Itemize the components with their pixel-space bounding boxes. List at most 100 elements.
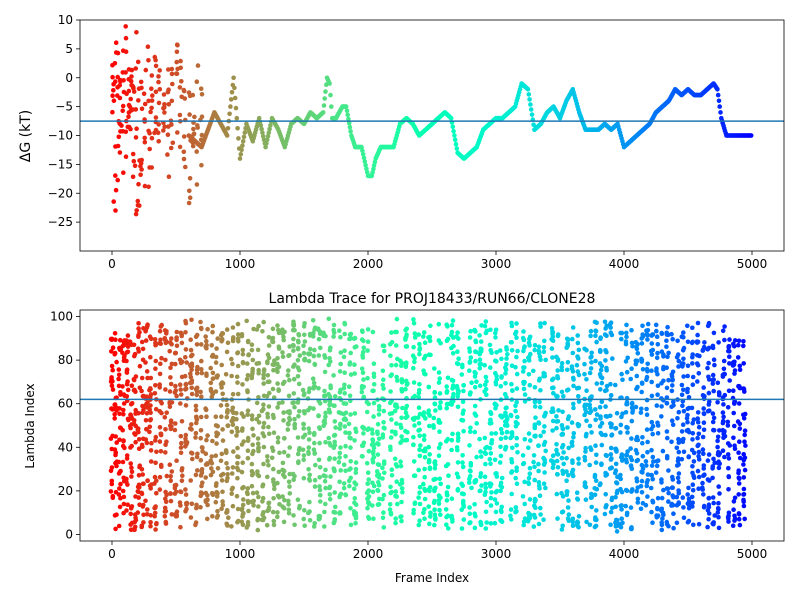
- data-point: [554, 447, 559, 453]
- data-point: [428, 514, 433, 519]
- data-point: [589, 360, 594, 365]
- data-point: [133, 515, 138, 520]
- data-point: [371, 414, 376, 419]
- data-point: [307, 472, 313, 478]
- data-point: [610, 356, 615, 361]
- data-point: [148, 392, 154, 397]
- data-point: [451, 343, 456, 349]
- data-point: [145, 507, 150, 512]
- data-point: [460, 464, 466, 470]
- data-point: [328, 92, 333, 98]
- data-point: [731, 499, 737, 504]
- data-point: [276, 387, 281, 392]
- data-point: [317, 465, 323, 470]
- data-point: [671, 399, 676, 405]
- data-point: [532, 464, 537, 470]
- data-point: [681, 515, 687, 521]
- data-point: [183, 330, 188, 335]
- lambda-x-label: Frame Index: [395, 571, 469, 585]
- data-point: [360, 148, 365, 153]
- data-point: [125, 344, 131, 349]
- data-point: [624, 512, 630, 518]
- data-point: [285, 427, 291, 432]
- data-point: [256, 360, 262, 366]
- data-point: [183, 386, 189, 392]
- data-point: [331, 403, 336, 408]
- data-point: [722, 324, 727, 329]
- data-point: [208, 380, 214, 386]
- data-point: [152, 513, 157, 519]
- data-point: [150, 93, 155, 98]
- data-point: [608, 393, 614, 398]
- data-point: [455, 330, 460, 335]
- data-point: [342, 391, 348, 396]
- data-point: [598, 481, 603, 486]
- data-point: [188, 353, 194, 359]
- data-point: [399, 377, 405, 382]
- data-point: [449, 322, 455, 328]
- data-point: [604, 365, 609, 371]
- data-point: [676, 440, 682, 445]
- data-point: [503, 405, 509, 411]
- data-point: [593, 417, 598, 423]
- data-point: [210, 376, 216, 382]
- data-point: [510, 445, 515, 451]
- data-point: [292, 522, 297, 528]
- data-point: [690, 504, 695, 509]
- data-point: [608, 509, 614, 515]
- data-point: [296, 413, 301, 419]
- data-point: [337, 369, 343, 374]
- data-point: [681, 449, 687, 455]
- data-point: [422, 474, 428, 480]
- data-point: [694, 361, 700, 366]
- data-point: [234, 374, 240, 380]
- data-point: [604, 503, 609, 508]
- data-point: [129, 474, 134, 479]
- data-point: [654, 328, 659, 334]
- data-point: [497, 348, 503, 353]
- data-point: [337, 426, 343, 431]
- data-point: [148, 387, 153, 392]
- data-point: [240, 347, 246, 353]
- data-point: [261, 372, 266, 378]
- data-point: [691, 417, 697, 422]
- data-point: [571, 405, 576, 411]
- data-point: [376, 412, 382, 417]
- data-point: [286, 507, 292, 513]
- data-point: [537, 486, 542, 491]
- data-point: [316, 353, 322, 358]
- data-point: [411, 365, 416, 371]
- data-point: [198, 435, 203, 441]
- data-point: [352, 480, 357, 485]
- data-point: [649, 472, 654, 478]
- data-point: [393, 362, 399, 368]
- data-point: [193, 386, 199, 392]
- data-point: [727, 354, 732, 360]
- data-point: [412, 393, 418, 399]
- data-point: [473, 358, 478, 364]
- data-point: [436, 380, 442, 385]
- data-point: [328, 474, 333, 479]
- lambda-axes-frame: [79, 309, 785, 542]
- y-tick-label: −5: [55, 100, 73, 114]
- data-point: [461, 382, 467, 388]
- data-point: [706, 516, 711, 522]
- data-point: [143, 498, 148, 504]
- data-point: [155, 130, 161, 136]
- data-point: [346, 421, 352, 427]
- data-point: [555, 358, 561, 363]
- data-point: [134, 30, 139, 35]
- data-point: [163, 521, 169, 526]
- data-point: [436, 493, 442, 498]
- data-point: [111, 88, 116, 93]
- data-point: [468, 355, 474, 360]
- data-point: [365, 481, 371, 487]
- data-point: [499, 504, 505, 510]
- data-point: [613, 382, 618, 388]
- data-point: [702, 394, 707, 399]
- data-point: [455, 361, 461, 367]
- data-point: [230, 503, 236, 509]
- data-point: [416, 522, 422, 528]
- data-point: [179, 340, 185, 346]
- data-point: [287, 409, 292, 414]
